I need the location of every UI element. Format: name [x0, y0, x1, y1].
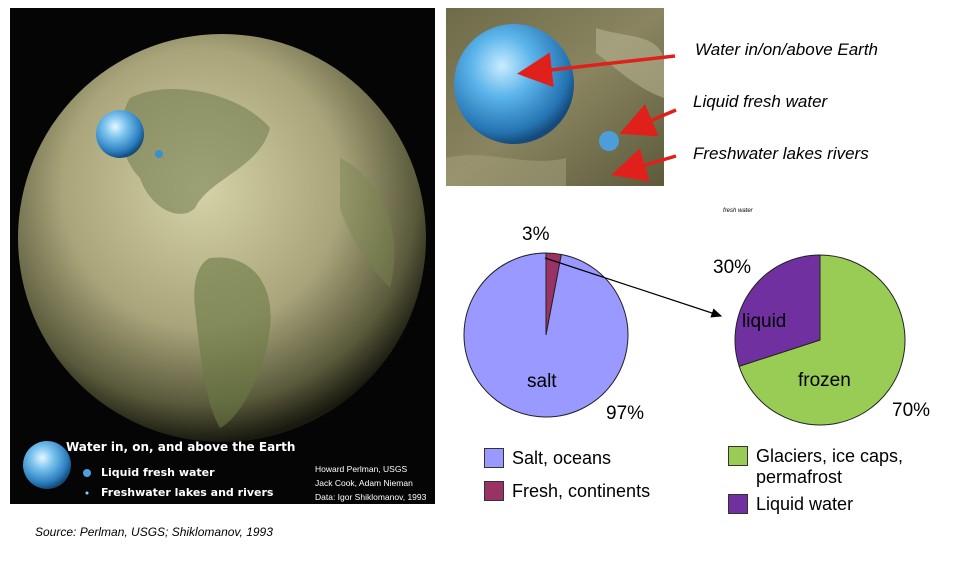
legend-item-liquid: Liquid water	[728, 494, 853, 515]
pie-slice-frozen	[738, 254, 906, 426]
legend-label-fresh: Fresh, continents	[512, 481, 651, 501]
legend-item-fresh: Fresh, continents	[484, 481, 650, 502]
legend-label-salt: Salt, oceans	[512, 448, 612, 468]
annotation-water-all: Water in/on/above Earth	[695, 40, 879, 59]
pct-label-liquid: 30%	[713, 257, 752, 278]
source-note: Source: Perlman, USGS; Shiklomanov, 1993	[35, 525, 273, 539]
fresh-water-chart-title: fresh water	[723, 208, 753, 214]
legend-item-frozen: Glaciers, ice caps, permafrost	[728, 446, 948, 488]
earth-illustration-panel: Water in, on, and above the Earth Liquid…	[10, 8, 435, 504]
slice-label-salt: salt	[527, 371, 557, 392]
legend-swatch-salt	[484, 448, 504, 468]
panel-legend-liquid: Liquid fresh water	[101, 466, 215, 479]
legend-label-frozen: Glaciers, ice caps, permafrost	[756, 446, 904, 487]
water-sphere-liquid-fresh	[155, 150, 163, 158]
legend-swatch-frozen	[728, 446, 748, 466]
credit-line: Jack Cook, Adam Nieman	[315, 478, 413, 488]
pct-label-frozen: 70%	[892, 400, 931, 421]
panel-legend-lakes: Freshwater lakes and rivers	[101, 486, 274, 499]
slice-label-frozen: frozen	[798, 370, 851, 391]
credit-line: Data: Igor Shiklomanov, 1993	[315, 492, 427, 502]
pct-label-salt: 97%	[606, 403, 645, 424]
legend-water-sphere-icon	[23, 441, 71, 489]
arrow-fresh-breakdown	[544, 257, 723, 318]
pct-label-fresh: 3%	[522, 224, 550, 245]
legend-label-liquid: Liquid water	[756, 494, 854, 514]
slice-label-liquid: liquid	[742, 311, 787, 332]
annotation-lakes-rivers: Freshwater lakes rivers	[693, 144, 869, 163]
panel-title: Water in, on, and above the Earth	[66, 440, 296, 454]
annotation-liquid-fresh: Liquid fresh water	[693, 92, 828, 111]
zoomed-water-spheres-photo	[446, 8, 664, 186]
legend-item-salt: Salt, oceans	[484, 448, 611, 469]
legend-swatch-fresh	[484, 481, 504, 501]
credit-line: Howard Perlman, USGS	[315, 464, 408, 474]
pie-chart-fresh-water	[734, 254, 906, 426]
legend-lakes-drop-icon	[85, 491, 89, 495]
water-sphere-all	[96, 110, 144, 158]
legend-liquid-drop-icon	[83, 469, 91, 477]
legend-swatch-liquid	[728, 494, 748, 514]
earth-globe-illustration	[18, 34, 426, 495]
pie-slice-fresh	[545, 252, 562, 336]
